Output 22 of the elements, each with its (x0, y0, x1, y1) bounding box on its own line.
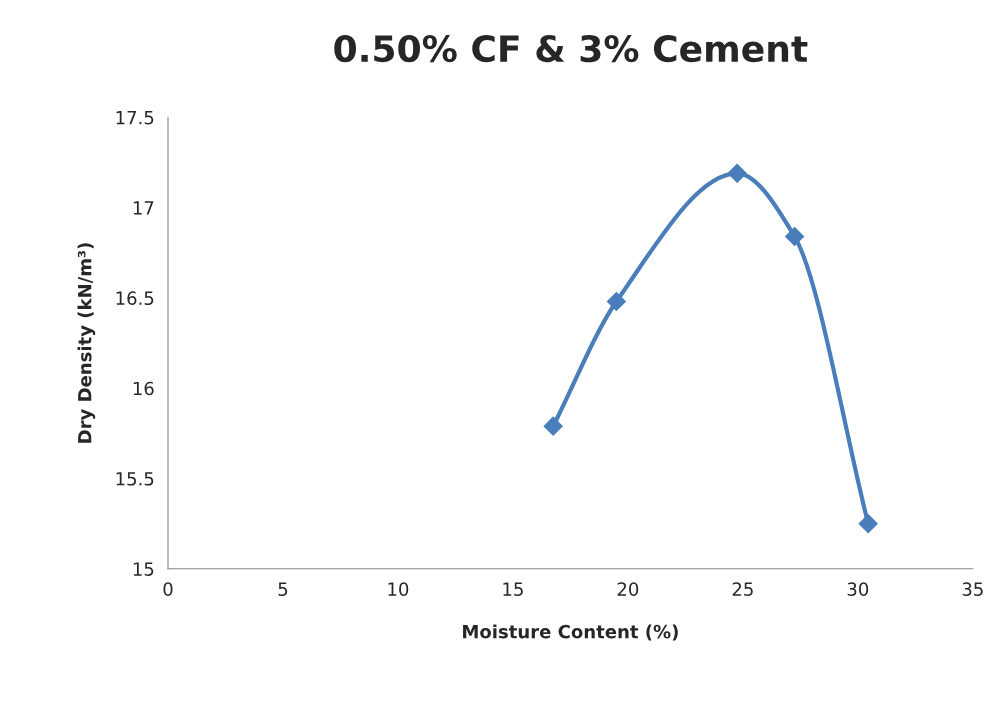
y-tick-label: 15.5 (116, 472, 154, 486)
x-tick-label: 35 (962, 582, 983, 596)
x-tick-label: 20 (617, 582, 639, 596)
point (858, 514, 878, 534)
x-tick-label: 0 (163, 582, 173, 596)
x-tick-label: 10 (388, 582, 409, 596)
y-tick-label: 17.5 (116, 111, 154, 125)
point (785, 226, 805, 247)
y-tick-label: 16 (133, 381, 154, 396)
y-tick-label: 15 (133, 562, 154, 576)
point (543, 416, 563, 436)
x-axis-title: Moisture Content (%) (463, 624, 678, 641)
y-axis-title: Dry Density (kN/m³) (77, 243, 96, 443)
chart-title: 0.50% CF & 3% Cement (334, 34, 808, 63)
x-tick-label: 5 (278, 582, 288, 596)
y-tick-label: 17 (133, 201, 154, 215)
x-tick-label: 25 (732, 582, 753, 596)
y-tick-label: 16.5 (116, 291, 154, 306)
x-tick-label: 30 (847, 582, 869, 596)
point (606, 291, 626, 312)
x-tick-label: 15 (503, 582, 523, 596)
point (727, 163, 747, 183)
